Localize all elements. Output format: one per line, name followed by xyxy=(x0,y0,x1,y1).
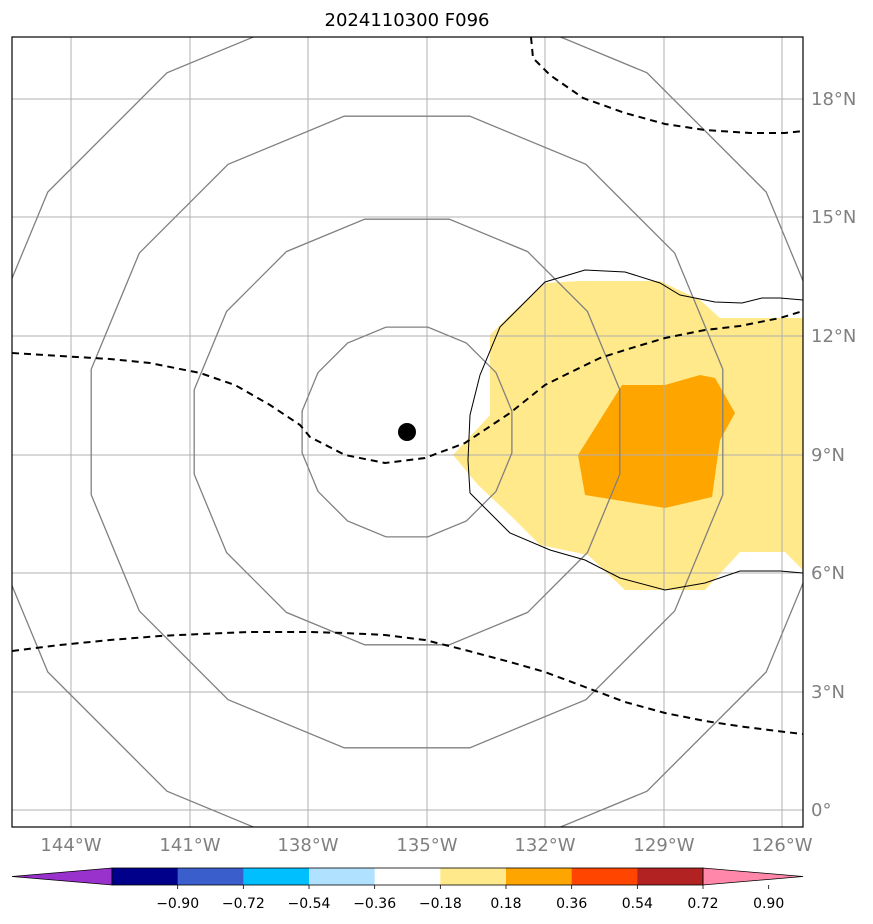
colorbar-segment xyxy=(374,868,441,885)
longitude-label: 129°W xyxy=(633,835,694,856)
range-ring xyxy=(90,115,724,749)
colorbar-tick-label: −0.72 xyxy=(222,896,265,912)
colorbar-tick-label: 0.72 xyxy=(687,896,718,912)
colorbar-segment xyxy=(571,868,638,885)
colorbar-tick-label: −0.18 xyxy=(419,896,462,912)
colorbar-tick-label: 0.18 xyxy=(490,896,521,912)
latitude-labels: 18°N 15°N 12°N 9°N 6°N 3°N 0° xyxy=(811,89,856,821)
longitude-label: 144°W xyxy=(40,835,101,856)
colorbar-tick-label: −0.54 xyxy=(288,896,331,912)
colorbar-segment xyxy=(177,868,244,885)
colorbar-segment xyxy=(112,868,179,885)
longitude-label: 141°W xyxy=(159,835,220,856)
anomaly-fill-high xyxy=(578,375,735,508)
range-ring xyxy=(193,218,621,646)
dashed-contour-line-central xyxy=(12,310,803,465)
colorbar-outline xyxy=(111,867,704,886)
colorbar-tick-label: −0.90 xyxy=(156,896,199,912)
latitude-label: 18°N xyxy=(811,89,856,110)
colorbar-tick-label: 0.90 xyxy=(753,896,784,912)
range-ring xyxy=(301,326,513,538)
latitude-label: 3°N xyxy=(811,682,845,703)
colorbar: −0.90 −0.72 −0.54 −0.36 −0.18 0.18 0.36 0.54 0.7… xyxy=(11,867,804,912)
dashed-contour-line-south xyxy=(12,631,803,735)
colorbar-tick-label: 0.54 xyxy=(622,896,653,912)
colorbar-extend-low xyxy=(11,867,113,886)
latitude-label: 0° xyxy=(811,800,831,821)
colorbar-segment xyxy=(243,868,310,885)
colorbar-segment xyxy=(440,868,507,885)
longitude-label: 132°W xyxy=(514,835,575,856)
range-rings xyxy=(12,37,803,827)
range-ring xyxy=(12,37,803,827)
map-plot-area xyxy=(12,37,803,827)
latitude-label: 12°N xyxy=(811,326,856,347)
graticule xyxy=(12,37,803,827)
colorbar-tick-label: −0.36 xyxy=(353,896,396,912)
longitude-label: 135°W xyxy=(396,835,457,856)
longitude-labels: 144°W 141°W 138°W 135°W 132°W 129°W 126°W xyxy=(40,835,812,856)
longitude-label: 126°W xyxy=(751,835,812,856)
storm-center-marker xyxy=(398,423,416,441)
colorbar-tick-label: 0.36 xyxy=(556,896,587,912)
map-frame xyxy=(11,36,804,828)
colorbar-segment xyxy=(637,868,704,885)
longitude-label: 138°W xyxy=(277,835,338,856)
latitude-label: 6°N xyxy=(811,563,845,584)
colorbar-segment xyxy=(309,868,376,885)
latitude-label: 9°N xyxy=(811,445,845,466)
dashed-contour-line-north xyxy=(530,37,803,134)
solid-contour-line xyxy=(467,269,803,591)
figure-title: 2024110300 F096 xyxy=(325,10,490,31)
colorbar-segment xyxy=(506,868,573,885)
colorbar-extend-high xyxy=(702,867,804,886)
latitude-label: 15°N xyxy=(811,207,856,228)
